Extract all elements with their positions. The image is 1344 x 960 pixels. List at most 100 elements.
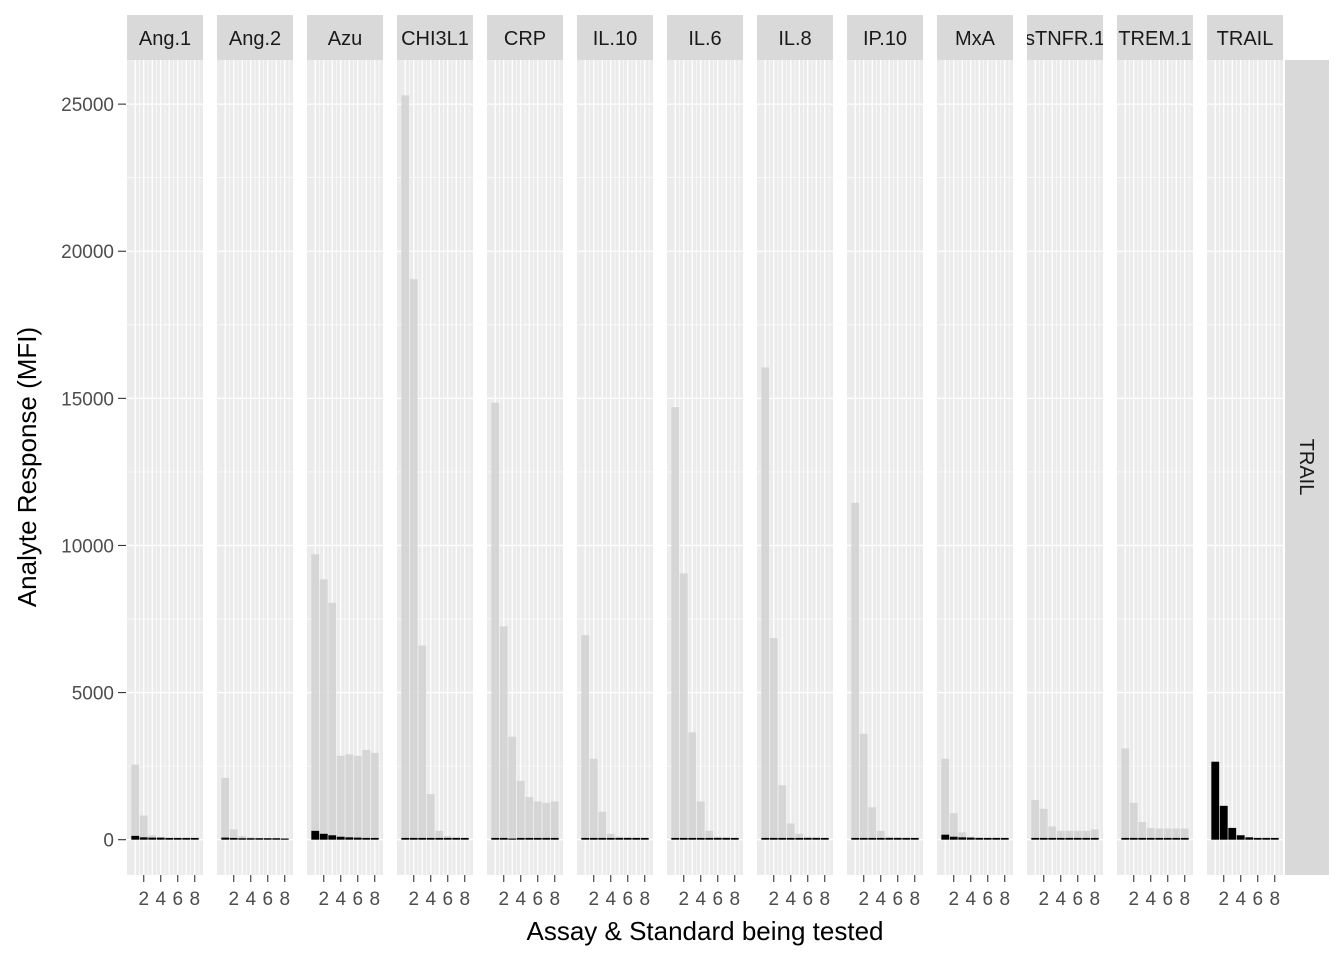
x-tick-label: 4 [155,889,166,910]
tested-bar [1245,837,1254,840]
tested-bar [280,838,289,840]
x-tick-label: 6 [532,889,543,910]
background-bar [1082,830,1091,840]
facet-ang-2: Ang.2 2 4 6 8 [217,15,293,910]
tested-bar [173,837,182,840]
x-tick-label: 8 [1089,889,1100,910]
facet-trem-1: TREM.1 2 4 6 8 [1117,15,1193,910]
background-bar [533,801,542,840]
row-strip-label: TRAIL [1295,439,1317,496]
facet-strip-label: sTNFR.1 [1025,28,1105,50]
facet-strip [757,15,833,60]
facet-strip-label: TRAIL [1217,28,1274,50]
x-tick-label: 8 [1179,889,1190,910]
background-bar [148,835,157,840]
background-bar [508,736,517,840]
x-tick-label: 6 [172,889,183,910]
tested-bar [1129,837,1138,840]
tested-bar [1270,837,1279,840]
background-bar [1121,748,1130,840]
tested-bar [803,837,812,840]
tested-bar [632,837,641,840]
x-tick-label: 4 [245,889,256,910]
x-tick-label: 6 [1252,889,1263,910]
facet-strip [127,15,203,60]
x-tick-label: 6 [1072,889,1083,910]
tested-bar [1121,837,1130,840]
background-bar [949,813,958,840]
y-axis: 0 5000 10000 15000 20000 25000 [61,95,126,852]
tested-bar [452,837,461,840]
background-bar [868,807,877,840]
tested-bar [958,837,967,840]
facet-il-6: IL.6 2 4 6 8 [667,15,743,910]
tested-bar [255,838,264,840]
tested-bar [1172,837,1181,840]
x-tick-label: 2 [228,889,239,910]
facet-chi3l1: CHI3L1 2 4 6 8 [397,15,473,910]
tested-bar [516,837,525,840]
x-axis-title: Assay & Standard being tested [526,916,883,946]
background-bar [1146,827,1155,840]
tested-bar [353,837,362,840]
facet-strip [487,15,563,60]
x-tick-label: 2 [588,889,599,910]
tested-bar [851,837,860,840]
tested-bar [409,837,418,840]
background-bar [1129,802,1138,840]
x-tick-label: 2 [1128,889,1139,910]
tested-bar [671,837,680,840]
tested-bar [328,835,337,840]
tested-bar [1219,805,1228,840]
facet-strip [217,15,293,60]
x-tick-label: 2 [1038,889,1049,910]
tested-bar [1048,837,1057,840]
x-tick-label: 8 [369,889,380,910]
tested-bar [229,837,238,840]
facet-strip [667,15,743,60]
y-tick-label: 5000 [72,684,114,705]
x-tick-label: 8 [639,889,650,910]
background-bar [1031,799,1040,840]
tested-bar [730,837,739,840]
background-bar [1056,830,1065,840]
background-bar [409,279,418,840]
background-bar [1065,830,1074,840]
x-tick-label: 4 [695,889,706,910]
facet-trail: TRAIL 2 4 6 8 [1207,15,1283,910]
tested-bar [615,837,624,840]
facet-ang-1: Ang.1 2 4 6 8 [127,15,203,910]
x-tick-label: 8 [819,889,830,910]
x-tick-label: 4 [1055,889,1066,910]
tested-bar [542,837,551,840]
tested-bar [598,837,607,840]
tested-bar [550,837,559,840]
row-strip-background [1285,60,1329,875]
facet-strip-label: Ang.2 [229,28,281,50]
tested-bar [696,837,705,840]
facet-strip [937,15,1013,60]
background-bar [679,573,688,840]
tested-bar [812,837,821,840]
tested-bar [992,837,1001,840]
x-tick-label: 8 [909,889,920,910]
tested-bar [868,837,877,840]
facet-strip-label: IP.10 [863,28,907,50]
tested-bar [499,837,508,840]
tested-bar [975,837,984,840]
x-tick-label: 4 [875,889,886,910]
x-tick-label: 6 [262,889,273,910]
background-bar [1172,828,1181,840]
background-bar [345,754,354,840]
x-tick-label: 8 [459,889,470,910]
background-bar [1090,829,1099,840]
tested-bar [435,837,444,840]
background-bar [705,830,714,840]
tested-bar [1065,837,1074,840]
tested-bar [761,837,770,840]
background-bar [1138,822,1147,840]
tested-bar [311,830,320,840]
background-bar [795,833,804,840]
